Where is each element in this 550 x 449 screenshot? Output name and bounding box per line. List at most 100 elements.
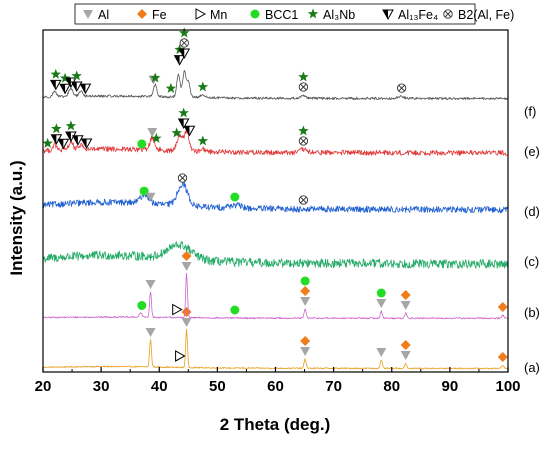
legend-symbol bbox=[307, 8, 319, 19]
x-tick-label: 80 bbox=[383, 378, 400, 395]
series-line bbox=[42, 272, 508, 320]
legend-label: Al bbox=[98, 8, 109, 22]
legend-symbol bbox=[443, 9, 453, 19]
peak-marker bbox=[181, 318, 192, 327]
series-label: (d) bbox=[524, 204, 540, 219]
peak-marker bbox=[396, 83, 407, 93]
peak-marker bbox=[400, 290, 411, 300]
peak-marker bbox=[51, 123, 62, 134]
x-tick-label: 70 bbox=[325, 378, 342, 395]
peak-marker bbox=[177, 118, 190, 130]
peak-marker bbox=[151, 132, 162, 143]
peak-marker bbox=[178, 48, 191, 59]
series-line bbox=[42, 180, 509, 214]
x-tick-label: 100 bbox=[495, 378, 520, 395]
peak-marker bbox=[181, 262, 192, 271]
peak-marker bbox=[165, 82, 177, 93]
peak-marker bbox=[497, 302, 508, 312]
peak-marker bbox=[298, 71, 309, 82]
peak-marker bbox=[230, 192, 240, 202]
peak-marker bbox=[300, 286, 311, 296]
legend: Al Fe Mn BCC1 Al₃Nb Al₁₃Fe₄ B2(Al, Fe) bbox=[74, 3, 514, 25]
legend-item: Al bbox=[83, 8, 109, 22]
peak-marker bbox=[298, 82, 309, 92]
peak-marker bbox=[59, 72, 71, 83]
peak-marker bbox=[57, 138, 70, 150]
peak-marker bbox=[197, 81, 209, 92]
series-label: (a) bbox=[524, 360, 540, 375]
x-tick-label: 30 bbox=[93, 378, 110, 395]
peak-marker bbox=[300, 297, 311, 306]
legend-symbol bbox=[195, 8, 207, 20]
legend-label: BCC1 bbox=[265, 8, 298, 22]
peak-marker bbox=[79, 83, 92, 95]
peak-marker bbox=[49, 79, 62, 91]
peak-marker bbox=[197, 135, 209, 146]
legend-label: Al₁₃Fe₄ bbox=[398, 8, 438, 22]
peak-marker bbox=[59, 83, 71, 95]
peak-marker bbox=[376, 288, 386, 298]
peak-marker bbox=[42, 137, 53, 148]
peak-marker bbox=[50, 68, 61, 79]
y-axis-label: Intensity (a.u.) bbox=[7, 160, 26, 275]
legend-symbol bbox=[137, 9, 147, 19]
legend-item: Al₁₃Fe₄ bbox=[382, 8, 438, 22]
trace-e: (e) bbox=[42, 107, 540, 159]
trace-f: (f) bbox=[42, 27, 536, 119]
x-tick-label: 40 bbox=[151, 378, 168, 395]
peak-marker bbox=[298, 195, 309, 205]
legend-item: BCC1 bbox=[250, 8, 298, 22]
peak-marker bbox=[172, 303, 183, 316]
peak-marker bbox=[145, 279, 156, 289]
peak-marker bbox=[179, 38, 189, 48]
peak-marker bbox=[300, 276, 310, 286]
peak-marker bbox=[400, 351, 411, 360]
axes: 20 30 40 50 60 70 80 90 100 bbox=[35, 29, 521, 395]
legend-box bbox=[74, 3, 476, 25]
legend-label: Mn bbox=[210, 8, 227, 22]
peak-marker bbox=[145, 192, 156, 202]
peak-marker bbox=[71, 70, 82, 81]
series-label: (e) bbox=[524, 144, 540, 159]
peak-marker bbox=[298, 125, 309, 136]
legend-label: B2(Al, Fe) bbox=[458, 8, 514, 22]
peak-marker bbox=[181, 251, 192, 261]
legend-symbol bbox=[250, 9, 260, 19]
series-label: (b) bbox=[524, 305, 540, 320]
peak-marker bbox=[150, 72, 161, 83]
peak-marker bbox=[175, 350, 186, 362]
series-label: (f) bbox=[524, 104, 536, 119]
legend-item: Al₃Nb bbox=[307, 8, 355, 22]
peak-marker bbox=[183, 125, 196, 137]
x-tick-label: 50 bbox=[209, 378, 226, 395]
trace-d: (d) bbox=[42, 173, 540, 219]
series-line bbox=[42, 129, 509, 156]
peak-marker bbox=[65, 120, 77, 131]
peak-marker bbox=[376, 348, 387, 357]
peak-marker bbox=[171, 127, 182, 138]
plot-area: (a) (b) (c) (d) (e) (f) bbox=[42, 27, 540, 375]
legend-item: B2(Al, Fe) bbox=[443, 8, 514, 22]
legend-label: Fe bbox=[152, 8, 167, 22]
x-axis-label: 2 Theta (deg.) bbox=[220, 415, 331, 434]
legend-symbol bbox=[83, 10, 93, 19]
peak-marker bbox=[145, 328, 156, 337]
peak-marker bbox=[173, 55, 186, 66]
peak-marker bbox=[70, 81, 83, 93]
legend-item: Fe bbox=[137, 8, 167, 22]
trace-b: (b) bbox=[42, 251, 540, 320]
peak-marker bbox=[230, 305, 240, 315]
trace-c: (c) bbox=[42, 241, 539, 269]
series-line bbox=[42, 241, 509, 269]
series-label: (c) bbox=[524, 254, 539, 269]
peak-marker bbox=[300, 336, 311, 346]
peak-marker bbox=[376, 299, 387, 308]
peak-marker bbox=[298, 136, 309, 146]
peak-marker bbox=[177, 173, 188, 183]
peak-marker bbox=[80, 138, 93, 149]
peak-marker bbox=[137, 139, 147, 149]
peak-marker bbox=[179, 27, 190, 38]
peak-marker bbox=[300, 347, 311, 356]
